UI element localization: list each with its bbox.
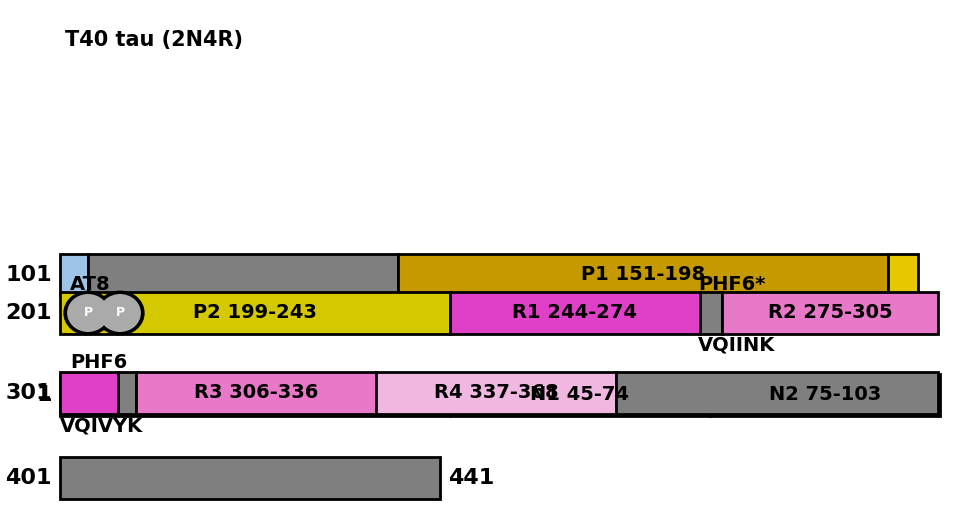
Bar — [136, 372, 376, 414]
Bar — [888, 254, 918, 296]
Text: R2 275-305: R2 275-305 — [768, 303, 892, 323]
Bar — [60, 254, 88, 296]
Bar — [60, 457, 440, 499]
Text: VQIVYK: VQIVYK — [60, 417, 144, 435]
Text: R1 244-274: R1 244-274 — [513, 303, 637, 323]
Bar — [60, 292, 450, 334]
Text: PHF6*: PHF6* — [698, 276, 766, 295]
Bar — [700, 292, 722, 334]
Bar — [450, 292, 700, 334]
Bar — [398, 254, 888, 296]
Bar — [710, 374, 940, 416]
Ellipse shape — [100, 294, 141, 332]
Text: N1 45-74: N1 45-74 — [530, 386, 630, 404]
Bar — [450, 374, 710, 416]
Text: 201: 201 — [6, 303, 52, 323]
Ellipse shape — [96, 291, 145, 336]
Text: P1 151-198: P1 151-198 — [581, 266, 705, 284]
Text: P: P — [83, 307, 93, 320]
Ellipse shape — [67, 294, 109, 332]
Ellipse shape — [63, 291, 113, 336]
Bar — [60, 372, 118, 414]
Text: P: P — [116, 307, 124, 320]
Bar — [60, 374, 450, 416]
Text: 401: 401 — [6, 468, 52, 488]
Text: 441: 441 — [448, 468, 494, 488]
Bar — [722, 292, 938, 334]
Text: N2 75-103: N2 75-103 — [768, 386, 881, 404]
Text: R4 337-368: R4 337-368 — [434, 384, 558, 403]
Text: VQIINK: VQIINK — [698, 336, 775, 355]
Bar — [376, 372, 616, 414]
Bar — [88, 254, 398, 296]
Bar — [616, 372, 938, 414]
Bar — [118, 372, 136, 414]
Text: T40 tau (2N4R): T40 tau (2N4R) — [65, 30, 243, 50]
Text: PHF6: PHF6 — [70, 354, 127, 373]
Text: AT8: AT8 — [70, 276, 111, 295]
Text: 301: 301 — [6, 383, 52, 403]
Text: P2 199-243: P2 199-243 — [193, 303, 317, 323]
Text: 1: 1 — [36, 385, 52, 405]
Text: 101: 101 — [6, 265, 52, 285]
Text: R3 306-336: R3 306-336 — [194, 384, 318, 403]
